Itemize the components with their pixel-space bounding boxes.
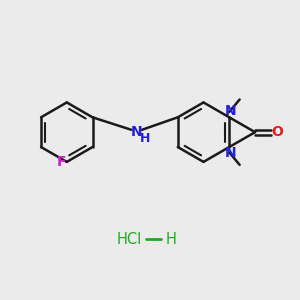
Text: O: O — [271, 125, 283, 139]
Text: HCl: HCl — [117, 232, 142, 247]
Text: H: H — [140, 132, 150, 145]
Text: N: N — [225, 146, 236, 160]
Text: N: N — [131, 125, 142, 139]
Text: N: N — [225, 104, 236, 118]
Text: F: F — [57, 155, 66, 170]
Text: H: H — [166, 232, 177, 247]
